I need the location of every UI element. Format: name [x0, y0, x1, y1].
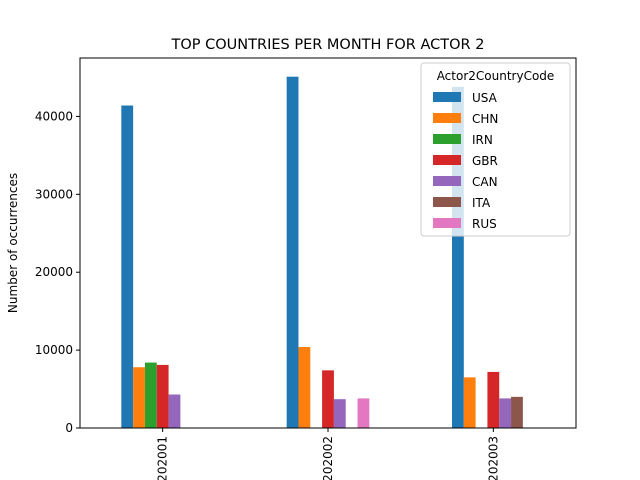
legend: Actor2CountryCode USA CHN IRN GBR CAN ITA RUS — [420, 62, 571, 237]
legend-swatch-can — [433, 176, 461, 186]
x-tick-label: 202001 — [156, 436, 170, 480]
bar-can-202003 — [499, 398, 512, 428]
bar-irn-202001 — [144, 362, 157, 428]
x-tick-label: 202003 — [486, 436, 500, 480]
legend-swatch-chn — [433, 113, 461, 123]
legend-label-ita: ITA — [472, 196, 491, 210]
bar-can-202001 — [168, 394, 181, 428]
legend-label-gbr: GBR — [472, 154, 498, 168]
bar-chn-202002 — [298, 346, 311, 428]
bar-gbr-202001 — [156, 364, 169, 428]
legend-label-can: CAN — [472, 175, 498, 189]
y-tick-label: 30000 — [35, 187, 73, 201]
y-axis: 0 10000 20000 30000 40000 — [35, 109, 80, 435]
bar-gbr-202003 — [487, 371, 500, 428]
legend-swatch-usa — [433, 92, 461, 102]
legend-label-rus: RUS — [472, 217, 497, 231]
bar-ita-202003 — [511, 396, 523, 428]
y-axis-label: Number of occurrences — [6, 173, 20, 313]
y-tick-label: 0 — [65, 421, 73, 435]
bar-chn-202001 — [133, 367, 145, 428]
bar-usa-202001 — [121, 105, 134, 428]
bar-chn-202003 — [463, 377, 476, 428]
bar-usa-202003 — [452, 86, 464, 429]
x-tick-label: 202002 — [321, 436, 335, 480]
legend-swatch-ita — [433, 197, 461, 207]
bar-rus-202002 — [357, 398, 370, 428]
bar-gbr-202002 — [322, 370, 334, 428]
y-tick-label: 40000 — [35, 109, 73, 123]
legend-title: Actor2CountryCode — [437, 69, 555, 83]
bar-can-202002 — [333, 399, 346, 428]
legend-frame — [420, 62, 571, 237]
legend-swatch-rus — [433, 218, 461, 228]
x-axis: 202001 202002 202003 — [156, 428, 500, 480]
bar-usa-202002 — [286, 76, 299, 429]
y-tick-label: 10000 — [35, 343, 73, 357]
legend-label-irn: IRN — [472, 133, 493, 147]
y-tick-label: 20000 — [35, 265, 73, 279]
chart-title: TOP COUNTRIES PER MONTH FOR ACTOR 2 — [171, 37, 485, 53]
legend-label-chn: CHN — [472, 112, 498, 126]
legend-swatch-irn — [433, 134, 461, 144]
legend-label-usa: USA — [472, 91, 498, 105]
bars-group — [121, 76, 523, 429]
legend-swatch-gbr — [433, 155, 461, 165]
